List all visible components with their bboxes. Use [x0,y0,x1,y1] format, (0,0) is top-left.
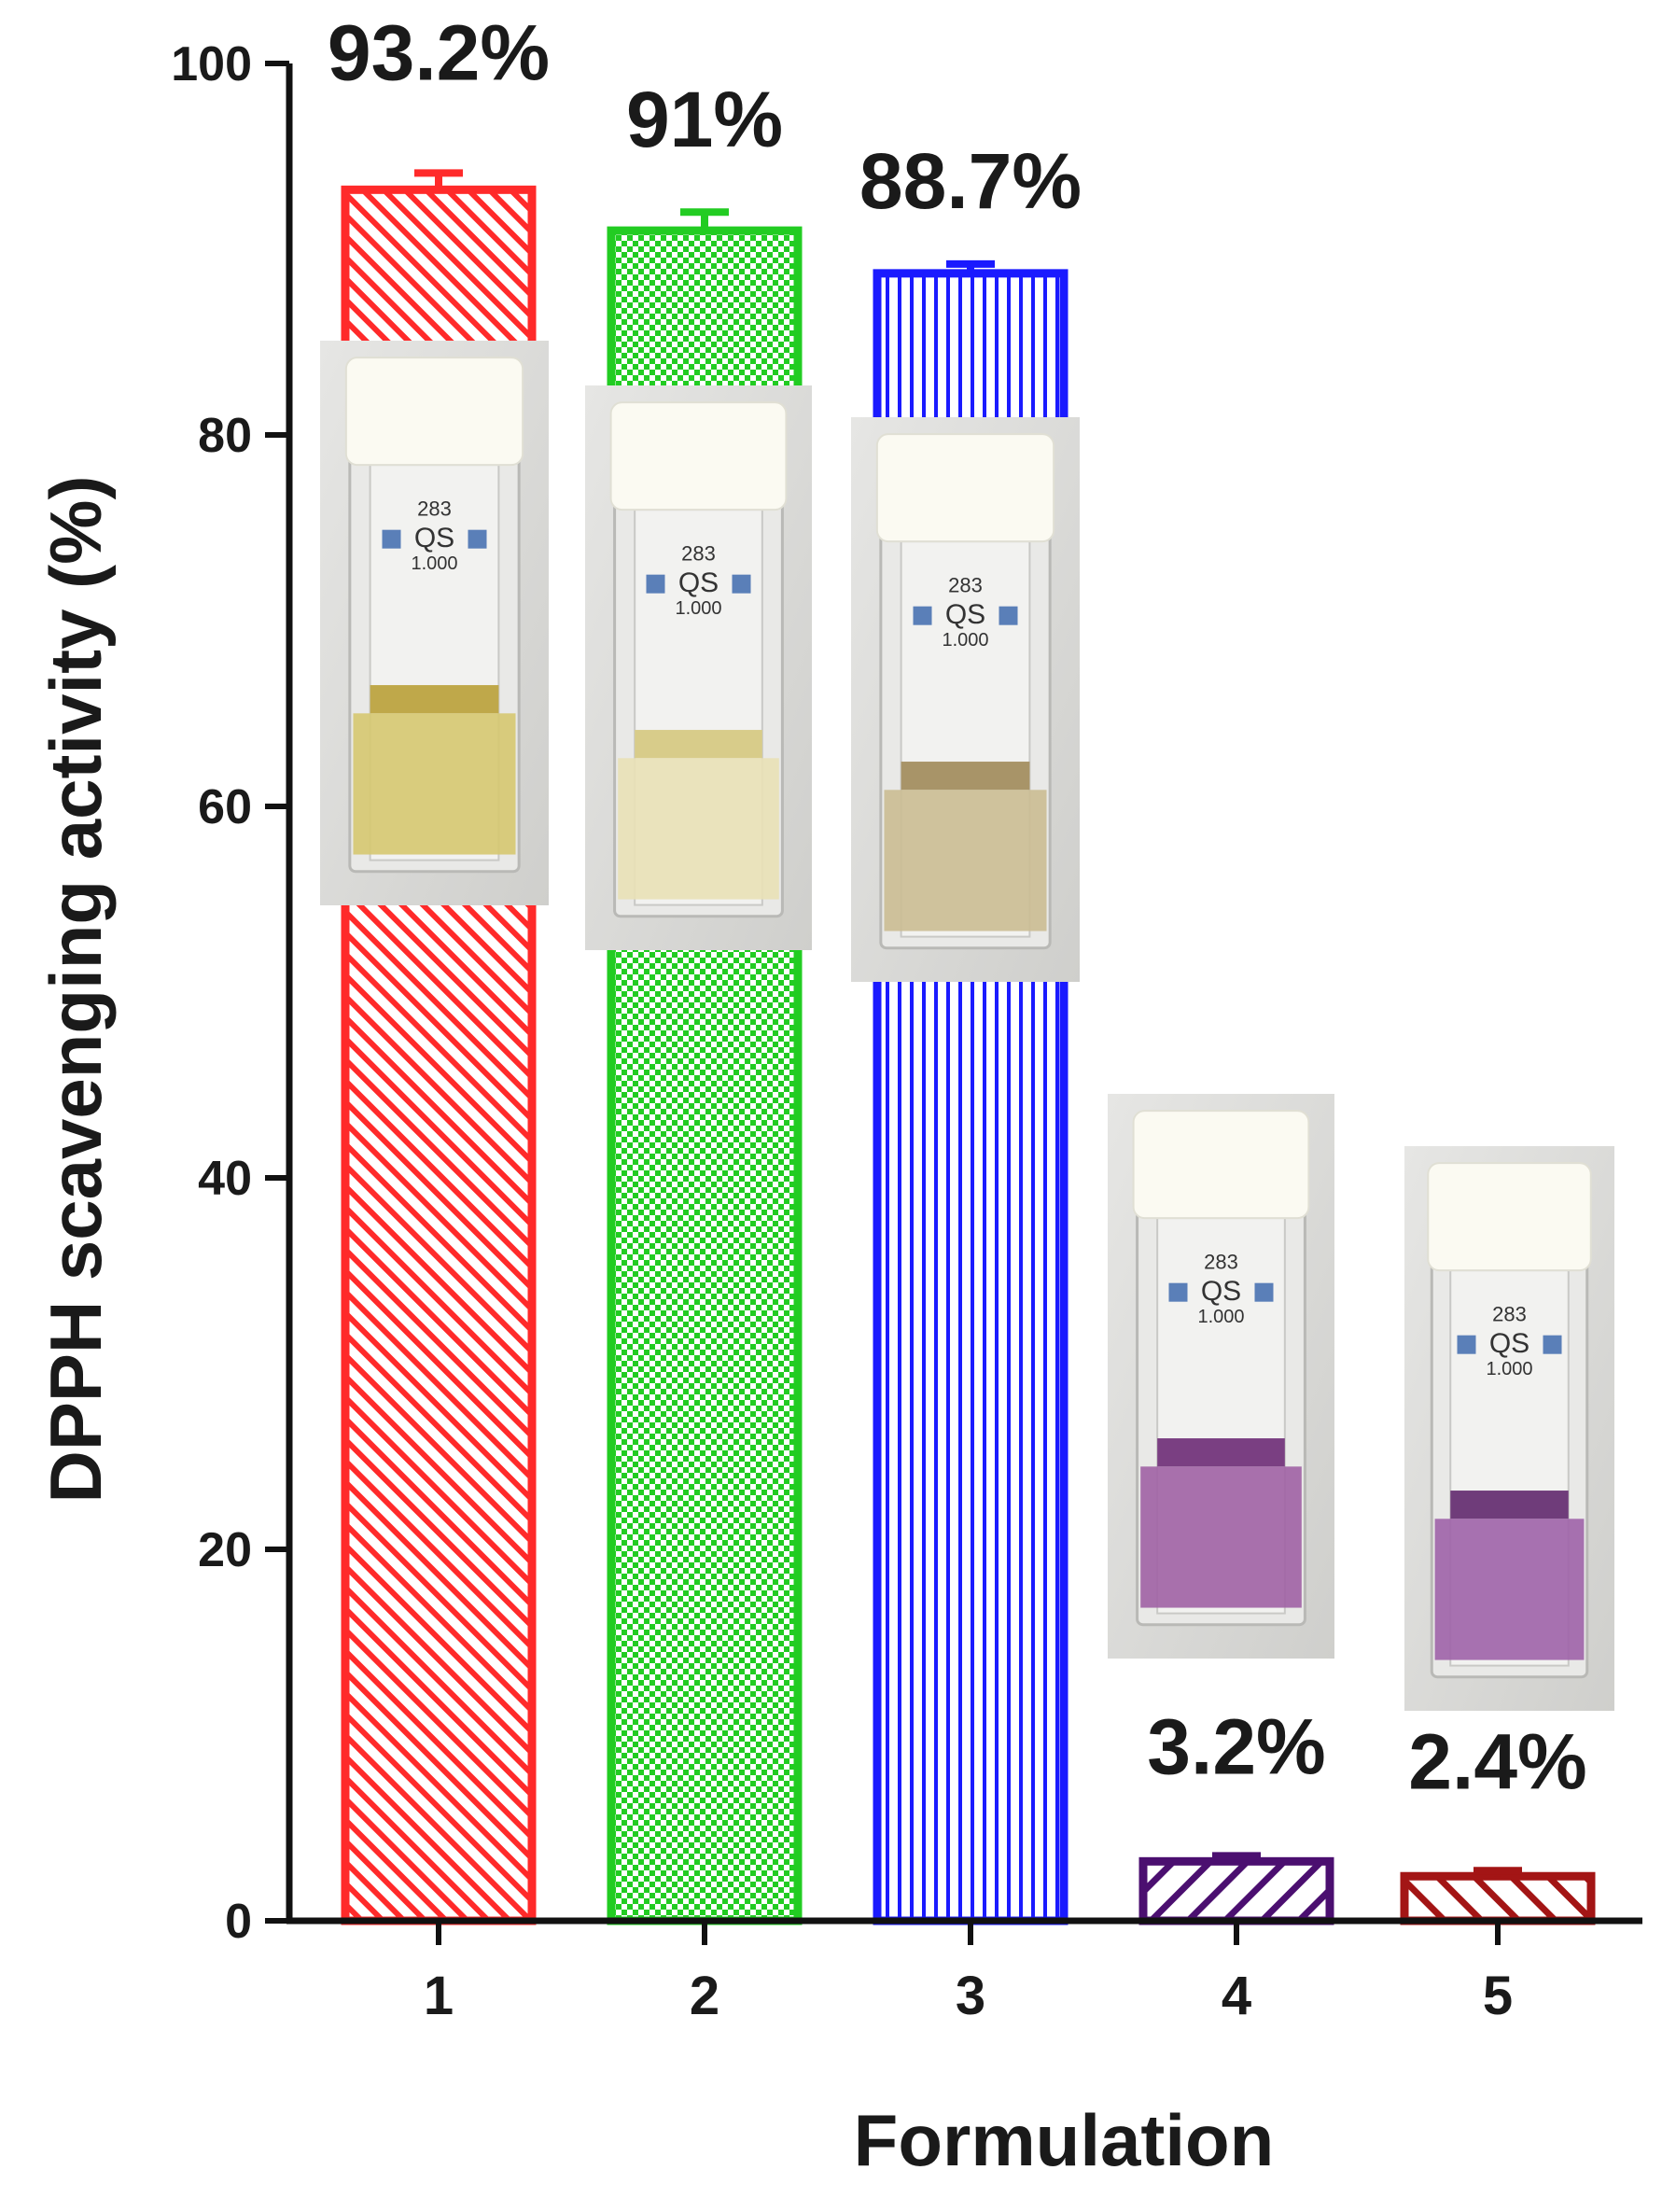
cuvette-number-text: 283 [681,542,716,566]
x-tick-label: 1 [424,1966,454,2026]
y-tick-label: 100 [171,37,252,91]
cuvette-brand-text: QS [414,523,454,553]
cuvette-number-text: 283 [1204,1251,1238,1274]
cuvette-brand-text: QS [678,567,719,598]
cuvette-brand-text: QS [1489,1328,1529,1359]
y-tick-label: 60 [198,780,252,834]
cuvette-brand-text: QS [945,599,985,630]
data-label-3: 88.7% [859,137,1082,225]
cuvette-number-text: 283 [1492,1303,1527,1326]
cuvette-size-text: 1.000 [942,630,988,651]
y-axis-title: DPPH scavenging activity (%) [35,476,117,1504]
x-tick-label: 5 [1483,1966,1513,2026]
bar-5 [1400,1871,1596,1925]
cuvette-size-text: 1.000 [1197,1307,1244,1327]
x-tick-label: 2 [690,1966,719,2026]
cuvette-size-text: 1.000 [1486,1359,1532,1379]
data-label-2: 91% [626,76,783,163]
x-tick-label: 4 [1222,1966,1251,2026]
cuvette-size-text: 1.000 [411,553,457,574]
y-tick-label: 20 [198,1523,252,1577]
bar-4 [1138,1856,1334,1925]
x-tick-label: 3 [956,1966,985,2026]
data-label-1: 93.2% [328,8,550,96]
y-tick-label: 80 [198,409,252,463]
x-axis-title: Formulation [854,2099,1275,2181]
data-label-5: 2.4% [1408,1717,1586,1805]
cuvette-number-text: 283 [417,497,452,521]
data-label-4: 3.2% [1147,1702,1325,1790]
cuvette-brand-text: QS [1201,1276,1241,1307]
y-tick-label: 0 [225,1895,252,1949]
y-tick-label: 40 [198,1152,252,1206]
cuvette-number-text: 283 [948,574,983,597]
cuvette-size-text: 1.000 [675,598,721,619]
